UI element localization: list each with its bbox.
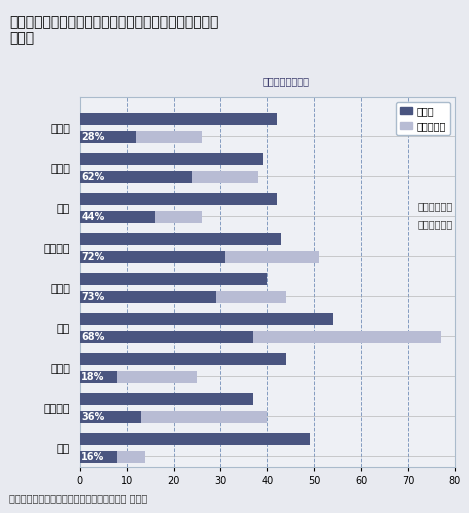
Text: 上段：震災前: 上段：震災前	[418, 201, 453, 211]
Text: 68%: 68%	[81, 332, 105, 342]
Text: 36%: 36%	[81, 412, 105, 422]
Text: 72%: 72%	[81, 252, 105, 262]
Bar	[141, 411, 267, 423]
Bar	[80, 291, 216, 303]
Bar	[80, 251, 225, 263]
Bar	[80, 313, 333, 325]
Bar	[155, 211, 202, 223]
Text: 18%: 18%	[81, 372, 105, 382]
Text: 73%: 73%	[81, 292, 105, 302]
Text: 下段：震災後: 下段：震災後	[418, 220, 453, 229]
Bar	[80, 131, 136, 143]
Bar	[80, 433, 310, 445]
Bar	[80, 451, 117, 463]
Text: 62%: 62%	[81, 172, 105, 182]
Bar	[80, 273, 267, 285]
Text: 東北地方太平洋沿岸の干潟における底生動物の出現種数
の変化: 東北地方太平洋沿岸の干潟における底生動物の出現種数 の変化	[9, 15, 219, 46]
Bar	[225, 251, 319, 263]
Text: 16%: 16%	[81, 452, 105, 462]
Bar	[80, 211, 155, 223]
Bar	[80, 113, 277, 125]
Bar	[80, 411, 141, 423]
Legend: 共通種, 新規出現種: 共通種, 新規出現種	[396, 102, 450, 135]
Bar	[192, 171, 258, 183]
Bar	[80, 233, 281, 245]
Bar	[80, 153, 263, 165]
Text: 44%: 44%	[81, 212, 105, 222]
Text: 28%: 28%	[81, 132, 105, 142]
Bar	[80, 353, 286, 365]
Bar	[80, 371, 117, 383]
Bar	[117, 451, 145, 463]
Bar	[136, 131, 202, 143]
Bar	[80, 393, 253, 405]
Bar	[80, 171, 192, 183]
Bar	[80, 193, 277, 205]
Text: 資料：東北大学大学院生命科学研究科　鈴木 孝男氏: 資料：東北大学大学院生命科学研究科 鈴木 孝男氏	[9, 493, 148, 503]
Text: 底生動物出現種数: 底生動物出現種数	[263, 76, 310, 86]
Bar	[253, 331, 441, 343]
Bar	[216, 291, 286, 303]
Bar	[117, 371, 197, 383]
Bar	[80, 331, 253, 343]
